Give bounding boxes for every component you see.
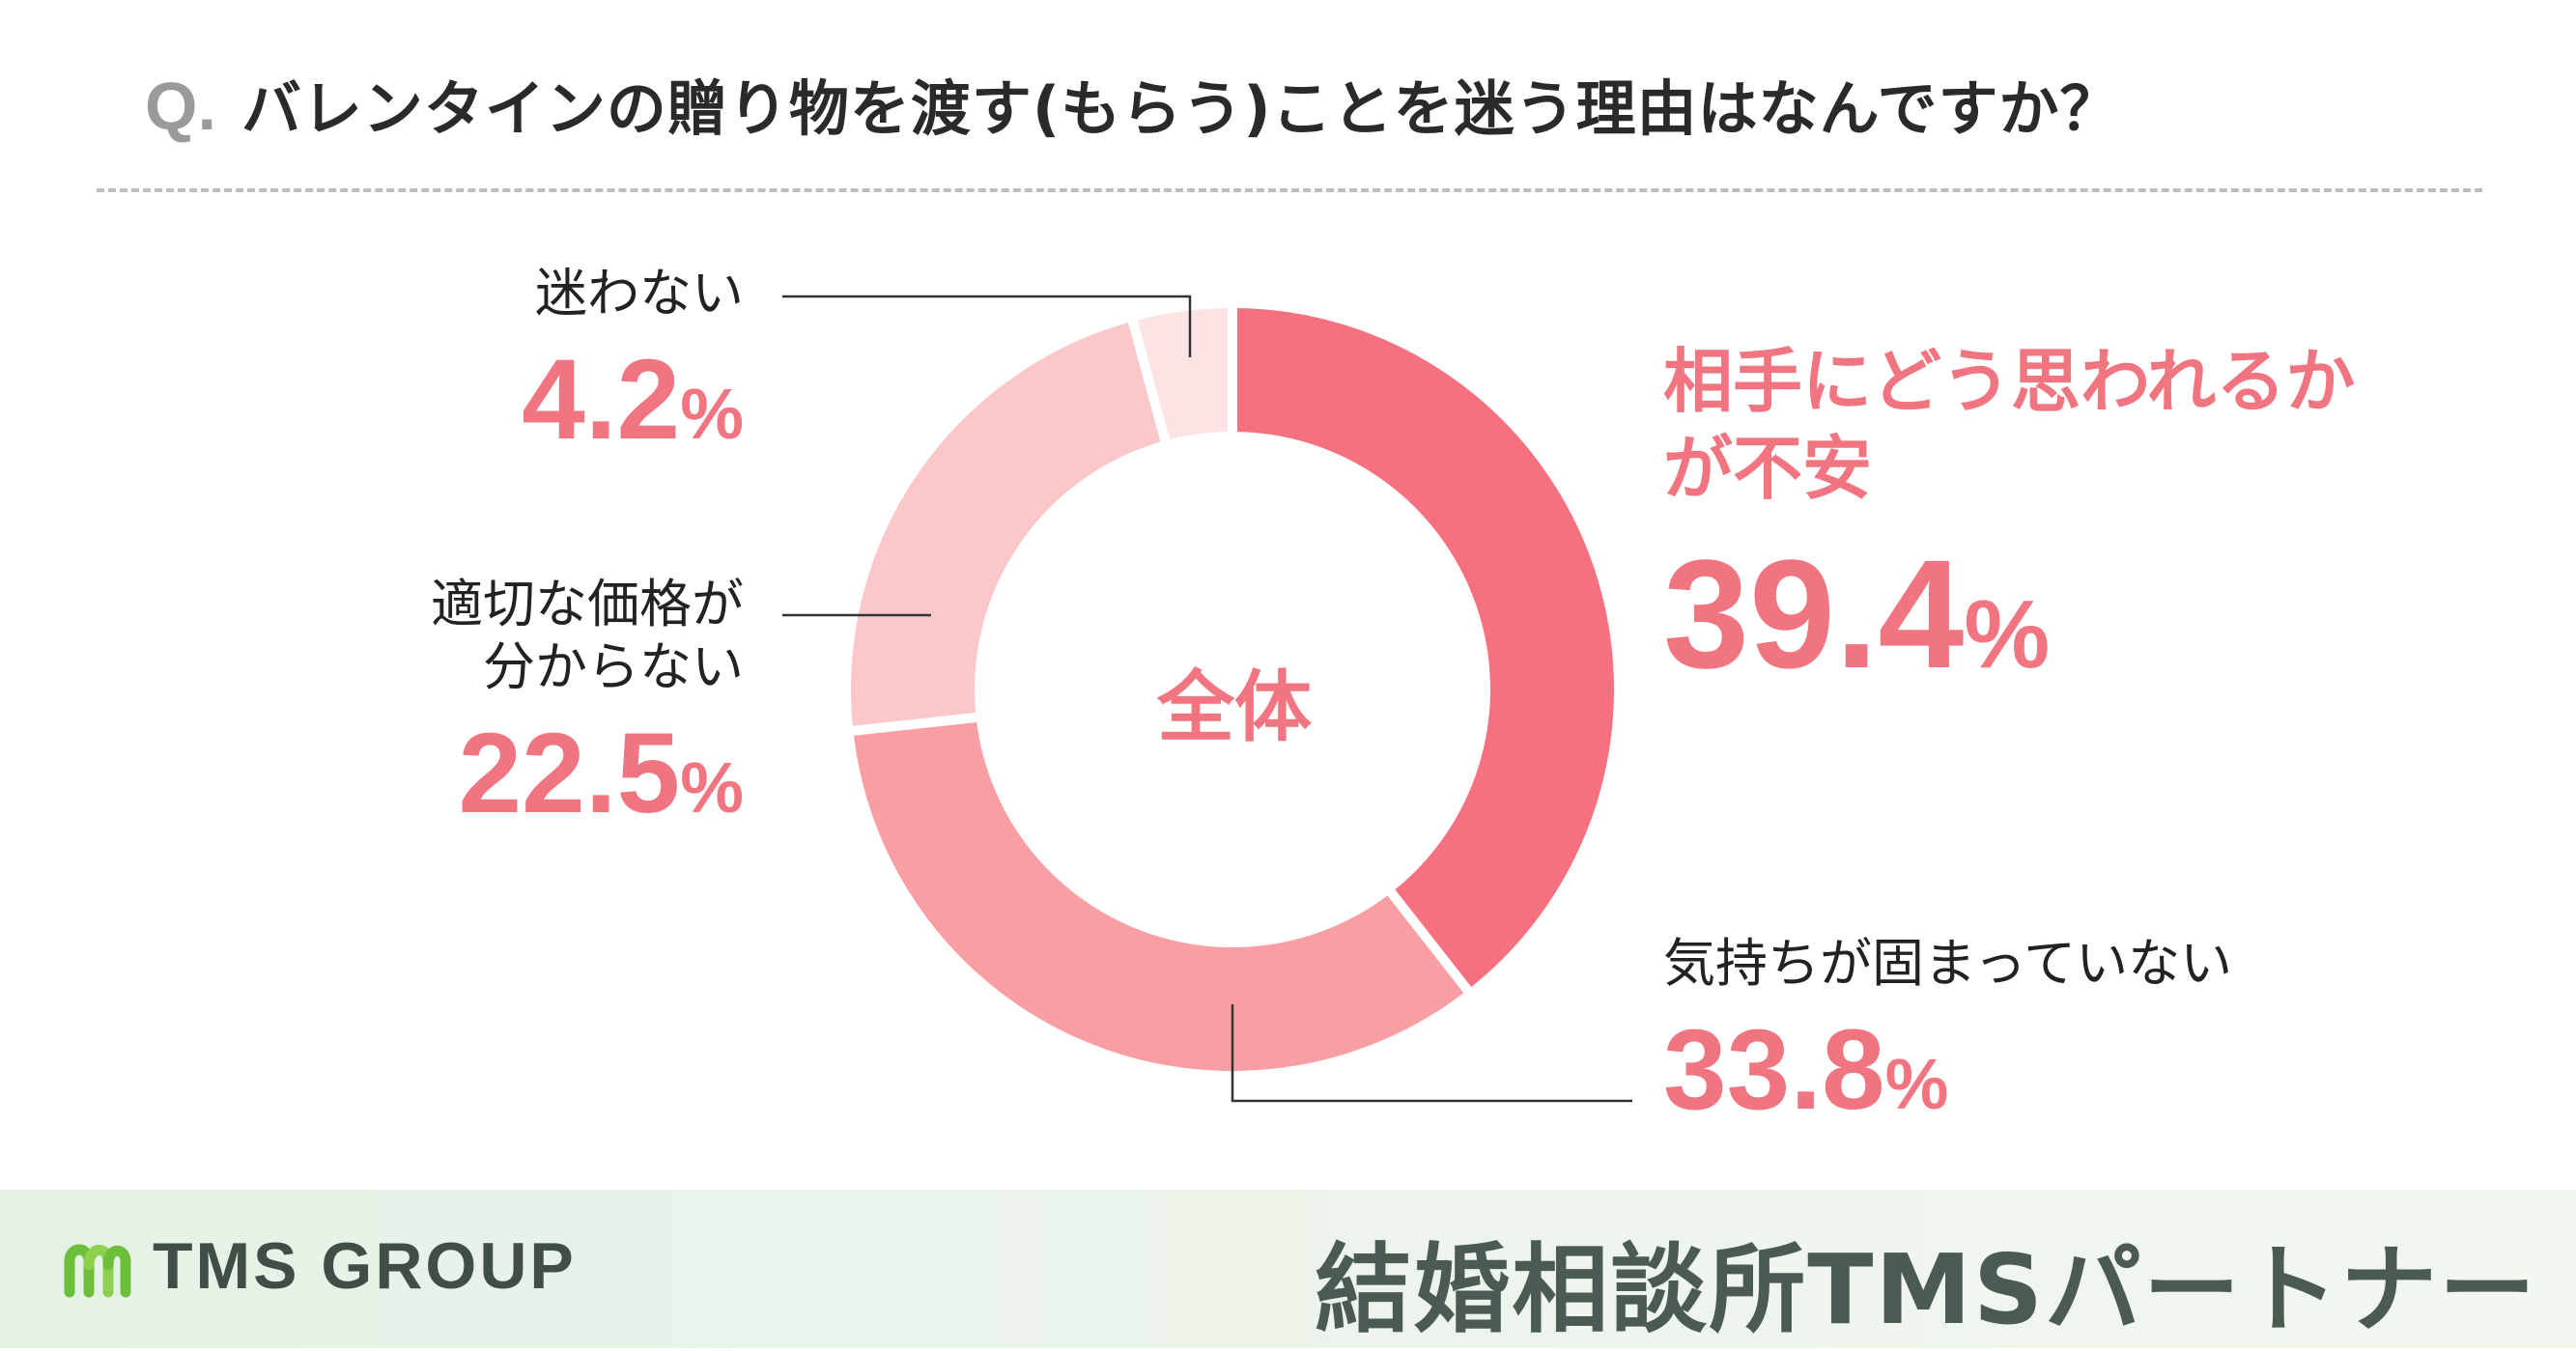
brand-name: 結婚相談所TMSパートナー <box>1315 1233 2537 1346</box>
question-text: バレンタインの贈り物を渡す(もらう)ことを迷う理由はなんですか？ <box>241 73 2121 144</box>
slice-value-4: 4.2% <box>522 343 744 457</box>
slice-value-4-unit: % <box>680 373 744 454</box>
donut-slice-1 <box>1228 298 1624 999</box>
center-label: 全体 <box>1157 662 1312 752</box>
slice-label-3: 適切な価格が 分からない 22.5% <box>431 574 744 830</box>
slice-name-1-line2: が不安 <box>1663 428 1873 509</box>
slice-value-4-number: 4.2 <box>522 335 681 464</box>
question-heading: Q. バレンタインの贈り物を渡す(もらう)ことを迷う理由はなんですか？ <box>145 60 2120 147</box>
donut-slice-3 <box>841 311 1172 737</box>
slice-name-1-line1: 相手にどう思われるか <box>1663 341 2356 422</box>
donut-slice-4 <box>1126 298 1237 451</box>
slice-name-3-line2: 分からない <box>483 635 744 697</box>
slice-value-1-unit: % <box>1964 580 2051 689</box>
slice-value-3-number: 22.5 <box>458 709 681 837</box>
leader-line-slice-4 <box>782 295 1192 357</box>
slice-value-3-unit: % <box>680 746 744 828</box>
slice-name-3-line1: 適切な価格が <box>431 574 744 634</box>
question-mark: Q. <box>145 69 216 144</box>
donut-slice-2 <box>843 712 1476 1081</box>
slice-label-4: 迷わない 4.2% <box>522 263 744 457</box>
slice-name-2: 気持ちが固まっていない <box>1663 933 2233 994</box>
slice-value-2: 33.8% <box>1663 1013 2232 1127</box>
donut-chart <box>782 295 1632 1103</box>
slice-value-2-unit: % <box>1884 1043 1949 1124</box>
slice-value-3: 22.5% <box>431 717 744 830</box>
footer-bar: TMS GROUP 結婚相談所TMSパートナー <box>0 1190 2576 1348</box>
slice-value-2-number: 33.8 <box>1663 1005 1885 1134</box>
dashed-divider <box>97 188 2482 192</box>
leader-line-slice-2 <box>1231 1004 1632 1103</box>
slice-label-2: 気持ちが固まっていない 33.8% <box>1663 933 2232 1127</box>
logo-text: TMS GROUP <box>153 1229 577 1303</box>
slice-value-1-number: 39.4 <box>1663 527 1965 700</box>
slice-value-1: 39.4% <box>1663 537 2355 691</box>
slice-label-1: 相手にどう思われるか が不安 39.4% <box>1663 338 2355 691</box>
slice-name-4: 迷わない <box>535 263 744 324</box>
tms-group-logo: TMS GROUP <box>64 1228 577 1304</box>
leaf-logo-icon <box>64 1244 131 1298</box>
